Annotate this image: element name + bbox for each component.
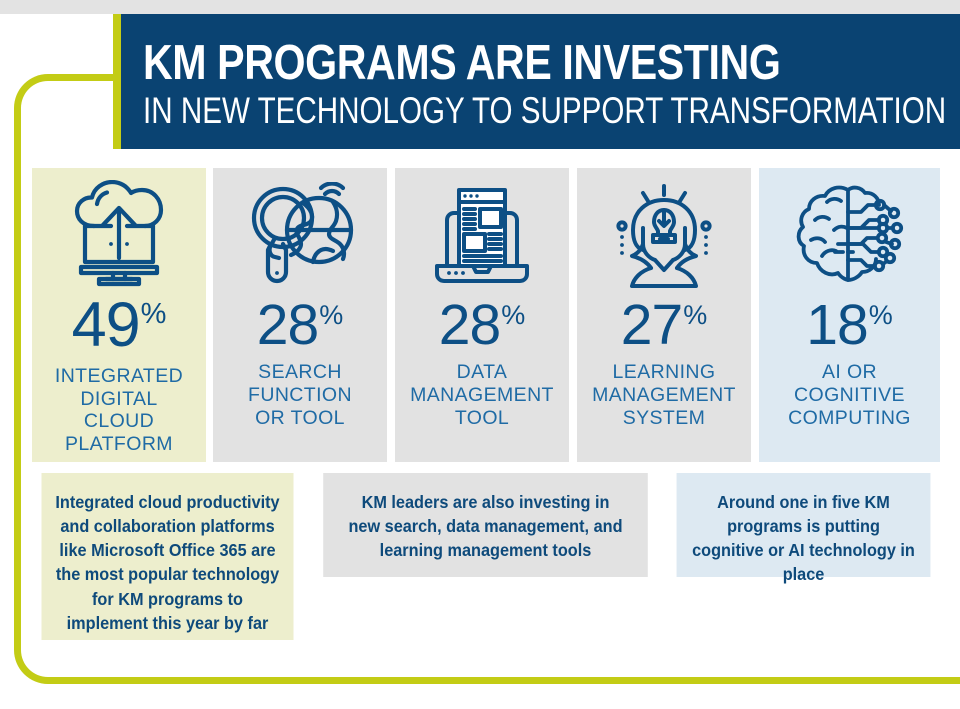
stat-card-data-management-tool: 28% DATA MANAGEMENT TOOL bbox=[395, 168, 569, 462]
stat-value: 27% bbox=[620, 293, 708, 357]
header-banner: KM PROGRAMS ARE INVESTING IN NEW TECHNOL… bbox=[121, 14, 960, 149]
stat-value: 18% bbox=[806, 293, 893, 357]
stat-card-ai-or-cognitive-computing: 18% AI OR COGNITIVE COMPUTING bbox=[759, 168, 940, 462]
magnifier-globe-icon bbox=[213, 168, 387, 298]
laptop-document-icon bbox=[395, 168, 569, 298]
stat-label: DATA MANAGEMENT TOOL bbox=[410, 361, 554, 429]
stat-value: 49% bbox=[71, 290, 167, 360]
page-subtitle: IN NEW TECHNOLOGY TO SUPPORT TRANSFORMAT… bbox=[143, 90, 947, 132]
person-lightbulb-idea-icon bbox=[577, 168, 751, 298]
stat-value: 28% bbox=[256, 293, 344, 357]
page-title: KM PROGRAMS ARE INVESTING bbox=[143, 36, 781, 91]
header-lime-accent-bar bbox=[113, 14, 121, 149]
stat-label: INTEGRATED DIGITAL CLOUD PLATFORM bbox=[54, 364, 184, 456]
stat-value: 28% bbox=[438, 293, 526, 357]
stat-card-learning-management-system: 27% LEARNING MANAGEMENT SYSTEM bbox=[577, 168, 751, 462]
cloud-upload-computer-icon bbox=[32, 168, 206, 296]
caption-cloud-platform: Integrated cloud productivity and collab… bbox=[41, 473, 294, 640]
stat-label: SEARCH FUNCTION OR TOOL bbox=[248, 361, 352, 429]
top-strip bbox=[0, 0, 960, 14]
stat-label: AI OR COGNITIVE COMPUTING bbox=[788, 361, 911, 429]
brain-circuit-ai-icon bbox=[759, 168, 940, 298]
caption-ai-cognitive: Around one in five KM programs is puttin… bbox=[676, 473, 931, 584]
stat-card-row: 49% INTEGRATED DIGITAL CLOUD PLATFORM bbox=[32, 168, 940, 462]
stat-card-integrated-digital-cloud-platform: 49% INTEGRATED DIGITAL CLOUD PLATFORM bbox=[32, 168, 206, 462]
stat-label: LEARNING MANAGEMENT SYSTEM bbox=[592, 361, 736, 429]
caption-search-data-learning: KM leaders are also investing in new sea… bbox=[323, 473, 648, 577]
stat-card-search-function-or-tool: 28% SEARCH FUNCTION OR TOOL bbox=[213, 168, 387, 462]
